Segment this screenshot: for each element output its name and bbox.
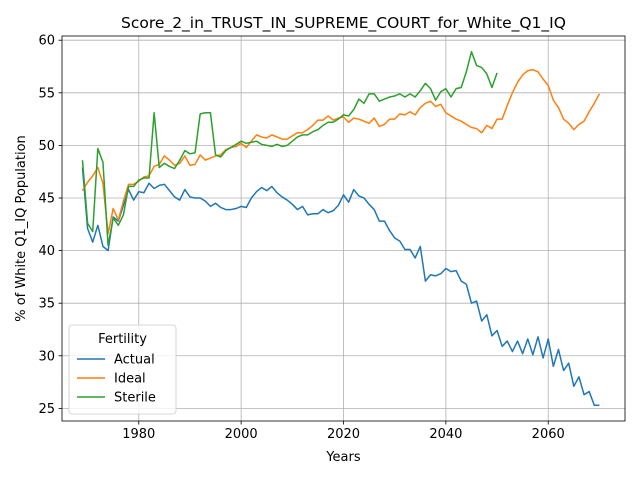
y-tick-label: 45: [38, 191, 55, 206]
x-tick-label: 2000: [225, 427, 258, 442]
y-tick-label: 25: [38, 402, 55, 417]
y-axis-label: % of White Q1_IQ Population: [14, 135, 29, 322]
x-tick-label: 1980: [122, 427, 155, 442]
y-tick-label: 35: [38, 297, 55, 312]
legend-label-ideal: Ideal: [114, 372, 146, 387]
y-tick-label: 60: [38, 34, 55, 49]
legend-label-actual: Actual: [114, 353, 155, 368]
y-tick-label: 40: [38, 244, 55, 259]
chart-title: Score_2_in_TRUST_IN_SUPREME_COURT_for_Wh…: [121, 14, 566, 33]
legend: Fertility Actual Ideal Sterile: [69, 325, 176, 414]
x-axis-label: Years: [325, 450, 361, 465]
legend-label-sterile: Sterile: [114, 391, 156, 406]
y-tick-label: 55: [38, 86, 55, 101]
x-tick-label: 2040: [429, 427, 462, 442]
legend-title: Fertility: [98, 332, 147, 347]
y-tick-label: 30: [38, 349, 55, 364]
x-tick-label: 2060: [532, 427, 565, 442]
y-tick-label: 50: [38, 139, 55, 154]
x-tick-label: 2020: [327, 427, 360, 442]
